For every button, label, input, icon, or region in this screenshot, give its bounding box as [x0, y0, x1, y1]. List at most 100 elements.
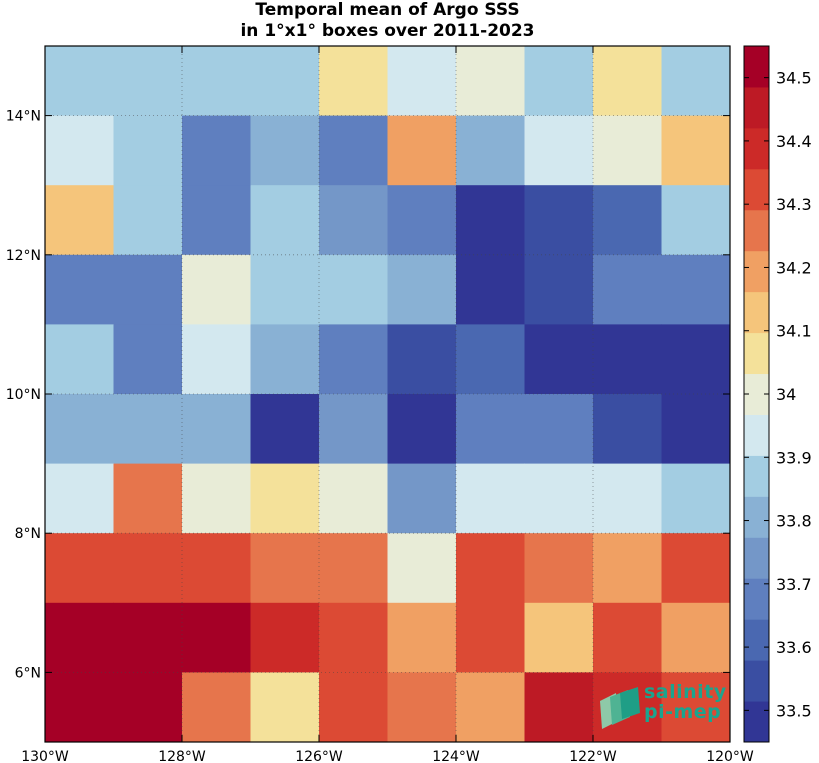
heatmap-cell [525, 533, 594, 603]
heatmap-cell [593, 603, 662, 673]
heatmap-cell [662, 603, 731, 673]
heatmap-cell [182, 672, 251, 742]
heatmap-cell [593, 533, 662, 603]
heatmap-chart: 130°W 128°W 126°W 124°W 122°W 120°W 6°N8°N10°… [0, 0, 819, 763]
heatmap-cell [251, 394, 320, 464]
heatmap-cell [319, 533, 388, 603]
colorbar-segment [744, 333, 769, 374]
heatmap-cell [182, 255, 251, 325]
heatmap-cell [593, 394, 662, 464]
logo-line-1: salinity [644, 681, 727, 703]
heatmap-cell [114, 533, 183, 603]
colorbar-segment [744, 251, 769, 292]
heatmap-cell [456, 603, 525, 673]
heatmap-cell [525, 116, 594, 186]
colorbar-segment [744, 292, 769, 333]
heatmap-cell [114, 324, 183, 394]
heatmap-cell [182, 324, 251, 394]
colorbar-tick-label: 34.5 [776, 69, 812, 88]
colorbar-tick-label: 33.6 [776, 638, 812, 657]
colorbar-segment [744, 414, 769, 455]
logo-graphic [596, 687, 642, 733]
heatmap-cell [525, 185, 594, 255]
heatmap-cell [388, 185, 457, 255]
heatmap-cell [45, 672, 114, 742]
heatmap-cell [114, 116, 183, 186]
heatmap-cell [388, 116, 457, 186]
heatmap-cell [251, 324, 320, 394]
heatmap-cell [662, 185, 731, 255]
heatmap-cell [45, 394, 114, 464]
colorbar-segment [744, 701, 769, 742]
heatmap-cell [662, 533, 731, 603]
heatmap-cell [593, 464, 662, 534]
colorbar-tick-label: 33.5 [776, 701, 812, 720]
heatmap-cell [593, 255, 662, 325]
heatmap-cell [662, 324, 731, 394]
heatmap-cell [114, 185, 183, 255]
heatmap-cell [525, 324, 594, 394]
y-tick-label: 8°N [15, 526, 41, 542]
colorbar-segment [744, 87, 769, 128]
colorbar-tick-label: 34 [776, 385, 796, 404]
y-tick-label: 10°N [6, 387, 41, 403]
heatmap-cell [388, 324, 457, 394]
colorbar-segment [744, 619, 769, 660]
colorbar-segment [744, 537, 769, 578]
heatmap-cell [593, 324, 662, 394]
heatmap-cell [45, 533, 114, 603]
heatmap-cell [388, 603, 457, 673]
x-tick-label: 128°W [158, 749, 206, 763]
heatmap-cell [182, 116, 251, 186]
heatmap-cell [182, 46, 251, 116]
heatmap-cell [114, 394, 183, 464]
heatmap-cell [182, 185, 251, 255]
heatmap-cell [182, 533, 251, 603]
heatmap-cell [388, 464, 457, 534]
heatmap-cell [251, 672, 320, 742]
heatmap-cell [182, 464, 251, 534]
heatmap-cell [319, 116, 388, 186]
heatmap-cell [319, 464, 388, 534]
y-tick-label: 14°N [6, 109, 41, 125]
colorbar-segment [744, 578, 769, 619]
heatmap-cell [456, 394, 525, 464]
heatmap-cell [251, 255, 320, 325]
heatmap-cell [593, 185, 662, 255]
colorbar-segment [744, 455, 769, 496]
heatmap-cell [319, 185, 388, 255]
heatmap-cell [456, 464, 525, 534]
heatmap-cell [45, 185, 114, 255]
colorbar-segment [744, 46, 769, 87]
heatmap-cell [456, 672, 525, 742]
heatmap-cell [456, 46, 525, 116]
heatmap-cell [319, 324, 388, 394]
heatmap-cell [525, 672, 594, 742]
heatmap-cell [525, 603, 594, 673]
heatmap-cell [593, 116, 662, 186]
colorbar-tick-label: 33.8 [776, 512, 812, 531]
heatmap-cell [45, 464, 114, 534]
colorbar-tick-label: 34.2 [776, 258, 812, 277]
heatmap-cell [456, 255, 525, 325]
salinity-pi-mep-logo: salinity pi-mep [596, 685, 736, 733]
colorbar-tick-label: 33.7 [776, 575, 812, 594]
heatmap-cell [388, 394, 457, 464]
heatmap-cell [45, 324, 114, 394]
heatmap-cell [456, 533, 525, 603]
x-tick-label: 124°W [432, 749, 480, 763]
heatmap-cell [525, 255, 594, 325]
y-tick-label: 6°N [15, 665, 41, 681]
heatmap-cell [45, 46, 114, 116]
colorbar-tick-label: 33.9 [776, 448, 812, 467]
heatmap-cell [662, 116, 731, 186]
colorbar-tick-label: 34.3 [776, 195, 812, 214]
heatmap-cell [662, 46, 731, 116]
heatmap-cell [456, 324, 525, 394]
heatmap-cell [114, 672, 183, 742]
colorbar-tick-label: 34.1 [776, 322, 812, 341]
heatmap-cell [251, 116, 320, 186]
heatmap-cell [662, 255, 731, 325]
x-tick-label: 122°W [569, 749, 617, 763]
heatmap-cell [319, 672, 388, 742]
